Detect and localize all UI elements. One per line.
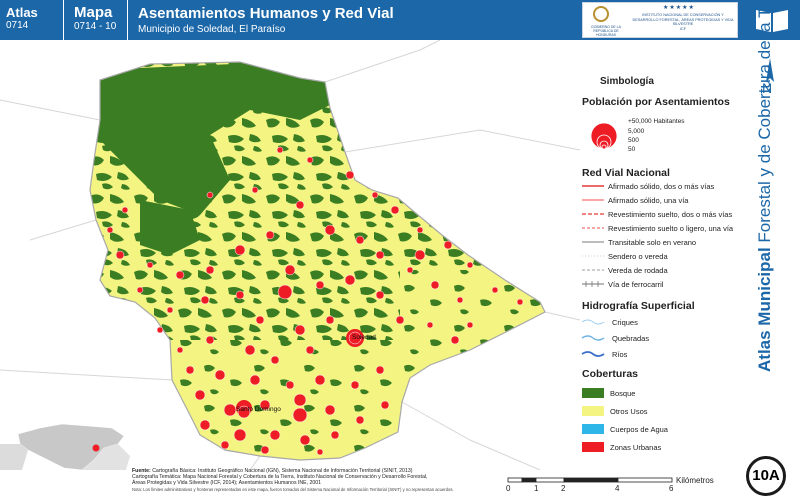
side-title-bold: Atlas Municipal <box>755 247 774 372</box>
stars-icon: ★★★★★ <box>663 5 695 11</box>
population-item-1: +50,000 Habitantes <box>628 118 685 125</box>
icf-logo-text: INSTITUTO NACIONAL DE CONSERVACIÓN Y DES… <box>632 13 734 31</box>
population-item-2: 5,000 <box>628 128 645 135</box>
atlas-side-title: Atlas Municipal Forestal y de Cobertura … <box>755 0 779 372</box>
road-item-6: Sendero o vereda <box>608 252 668 261</box>
sources-line-1: Cartografía Básica: Instituto Geográfico… <box>152 468 413 474</box>
scale-tick-6: 6 <box>669 484 674 493</box>
scale-tick-0: 0 <box>506 484 511 493</box>
population-item-4: 50 <box>628 146 636 153</box>
north-label: N <box>762 80 773 96</box>
scale-bar-graphic <box>507 477 673 483</box>
map-code: 0714 - 10 <box>74 21 117 32</box>
map-title: Asentamientos Humanos y Red Vial <box>138 5 394 22</box>
sources-text: Fuente: Cartografía Básica: Instituto Ge… <box>132 468 572 493</box>
map-code-box: Mapa 0714 - 10 <box>64 0 128 40</box>
atlas-label: Atlas <box>6 5 38 20</box>
coverage-swatch-urban <box>582 442 604 452</box>
scale-tick-2: 2 <box>561 484 566 493</box>
side-title-rest: Forestal y de Cobertura de la Tierra <box>755 0 774 248</box>
atlas-code: 0714 <box>6 20 29 31</box>
sources-line-2: Cartografía Temática: Mapa Nacional Fore… <box>132 474 428 481</box>
road-item-8: Vía de ferrocarril <box>608 280 664 289</box>
honduras-seal-icon <box>593 6 609 22</box>
hydro-item-2: Quebradas <box>612 334 650 343</box>
government-logo-text: GOBIERNO DE LA REPÚBLICA DE HONDURAS <box>591 25 621 37</box>
coverage-item-2: Otros Usos <box>610 407 648 416</box>
coverage-item-1: Bosque <box>610 389 636 398</box>
population-symbols <box>590 122 618 150</box>
road-item-3: Revestimiento suelto, dos o más vías <box>608 210 733 219</box>
municipality-map: Soledad Santo Domingo <box>0 40 580 470</box>
sources-note: Nota: Los límites administrativos y fron… <box>132 486 454 492</box>
road-item-7: Vereda de rodada <box>608 266 668 275</box>
atlas-code-box: Atlas 0714 <box>0 0 64 40</box>
map-subtitle: Municipio de Soledad, El Paraíso <box>138 24 286 35</box>
scale-unit: Kilómetros <box>676 476 714 485</box>
map-label: Mapa <box>74 4 113 21</box>
hydro-item-1: Criques <box>612 318 638 327</box>
road-item-1: Afirmado sólido, dos o más vías <box>608 182 715 191</box>
road-network-heading: Red Vial Nacional <box>582 167 670 179</box>
scale-tick-1: 1 <box>534 484 539 493</box>
hydro-item-3: Ríos <box>612 350 628 359</box>
sources-label: Fuente: <box>132 468 151 474</box>
population-heading: Población por Asentamientos <box>582 96 730 108</box>
road-item-2: Afirmado sólido, una vía <box>608 196 689 205</box>
location-inset-map <box>0 423 130 470</box>
title-box: Asentamientos Humanos y Red Vial Municip… <box>138 0 578 40</box>
place-label-soledad: Soledad <box>352 334 376 341</box>
map-number-badge: 10A <box>746 456 786 496</box>
coverage-heading: Coberturas <box>582 368 639 380</box>
scale-tick-4: 4 <box>615 484 620 493</box>
road-item-4: Revestimiento suelto o ligero, una vía <box>608 224 734 233</box>
institution-logos: GOBIERNO DE LA REPÚBLICA DE HONDURAS ★★★… <box>582 2 738 38</box>
place-label-santo-domingo: Santo Domingo <box>236 406 281 413</box>
sources-line-3: Áreas Protegidas y Vida Silvestre (ICF, … <box>132 480 322 487</box>
settlement-points <box>106 146 524 456</box>
coverage-swatch-forest <box>582 388 604 398</box>
open-book-icon <box>756 10 788 32</box>
hydro-line-symbols <box>581 319 605 357</box>
scale-bar: 0 1 2 4 6 Kilómetros <box>504 474 714 500</box>
population-item-3: 500 <box>628 137 639 144</box>
road-item-5: Transitable solo en verano <box>608 238 697 247</box>
coverage-swatch-other-uses <box>582 406 604 416</box>
coverage-swatch-water <box>582 424 604 434</box>
coverage-item-3: Cuerpos de Agua <box>610 425 668 434</box>
hydrography-heading: Hidrografía Superficial <box>582 300 695 312</box>
north-arrow-icon <box>766 58 774 82</box>
road-line-symbols <box>582 185 604 287</box>
legend-title: Simbología <box>600 76 654 87</box>
coverage-item-4: Zonas Urbanas <box>610 443 662 452</box>
